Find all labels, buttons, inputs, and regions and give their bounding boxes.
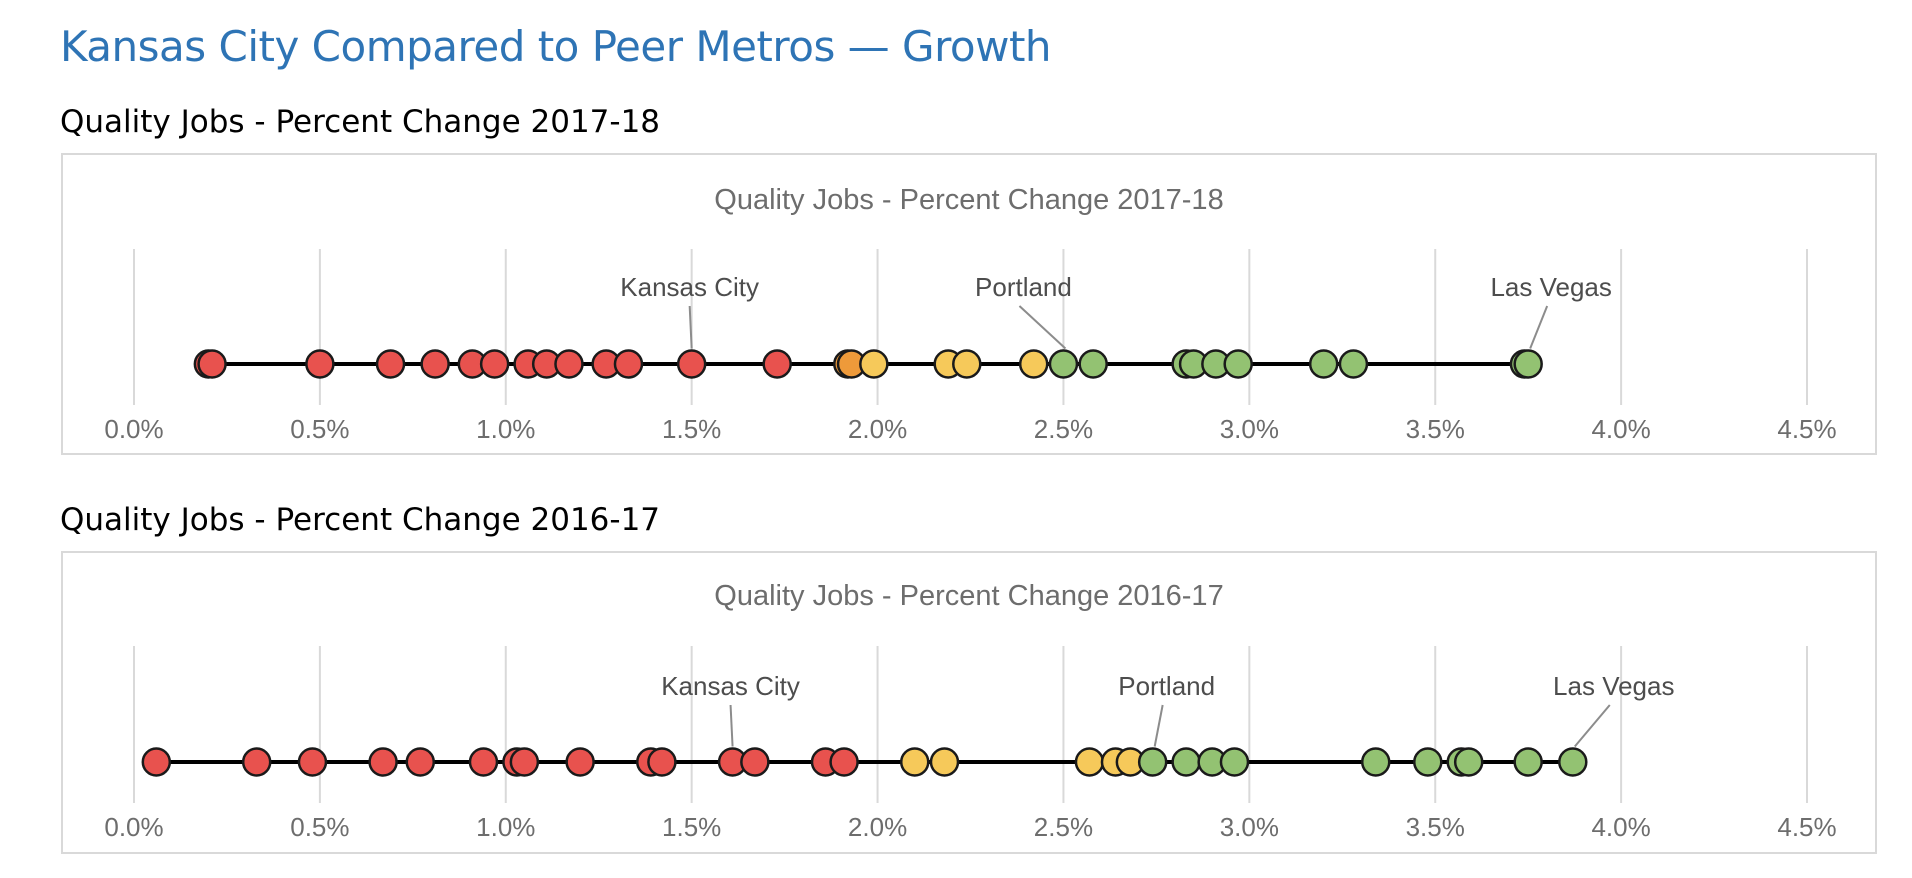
data-point — [141, 747, 172, 777]
data-point — [405, 747, 436, 777]
data-point — [1223, 349, 1253, 379]
data-point — [197, 349, 227, 379]
x-tick-label: 4.5% — [1777, 414, 1836, 444]
chart-2016-17-plot: Quality Jobs - Percent Change 2016-17 0.0… — [104, 580, 1836, 842]
data-point — [1171, 747, 1201, 777]
data-point — [1078, 349, 1108, 379]
x-tick-label: 1.5% — [662, 414, 721, 444]
x-tick-label: 1.5% — [662, 812, 721, 842]
data-point — [565, 747, 595, 777]
chart-title: Quality Jobs - Percent Change 2016-17 — [714, 580, 1223, 612]
data-point — [554, 349, 584, 379]
x-tick-label: 1.0% — [476, 414, 535, 444]
data-point — [1360, 747, 1391, 777]
x-tick-label: 2.0% — [848, 812, 907, 842]
data-point — [829, 747, 859, 777]
data-point — [899, 747, 930, 777]
chart-heading-2016-17: Quality Jobs - Percent Change 2016-17 — [60, 502, 661, 538]
data-point — [647, 747, 677, 777]
x-tick-label: 2.0% — [848, 414, 907, 444]
chart-2017-18: Quality Jobs - Percent Change 2017-18 0.0… — [61, 153, 1877, 455]
data-point — [1453, 747, 1484, 777]
x-tick-label: 0.5% — [290, 812, 349, 842]
x-tick-label: 4.5% — [1777, 812, 1836, 842]
chart-2017-18-plot: Quality Jobs - Percent Change 2017-18 0.0… — [104, 184, 1836, 444]
data-point — [375, 349, 406, 379]
data-point — [1137, 747, 1168, 777]
data-point — [1513, 747, 1543, 777]
x-tick-label: 4.0% — [1591, 812, 1650, 842]
x-tick-label: 2.5% — [1034, 812, 1093, 842]
data-point — [952, 349, 982, 379]
data-point — [1219, 747, 1250, 777]
data-point — [1513, 349, 1543, 379]
chart-title: Quality Jobs - Percent Change 2017-18 — [714, 184, 1223, 216]
data-point — [740, 747, 770, 777]
x-tick-label: 3.0% — [1220, 812, 1279, 842]
callout-label: Portland — [1118, 671, 1215, 701]
data-point — [1558, 747, 1588, 777]
callout-label: Kansas City — [620, 272, 759, 302]
x-tick-label: 3.5% — [1406, 414, 1465, 444]
data-point — [305, 349, 335, 379]
callout-label: Las Vegas — [1490, 272, 1611, 302]
callout-leader — [1153, 704, 1164, 747]
x-tick-label: 4.0% — [1591, 414, 1650, 444]
data-point — [420, 349, 450, 379]
data-point — [1018, 349, 1049, 379]
x-tick-label: 2.5% — [1034, 414, 1093, 444]
chart-2016-17: Quality Jobs - Percent Change 2016-17 0.0… — [61, 551, 1877, 854]
callout-leader — [1529, 305, 1549, 349]
chart-heading-2017-18: Quality Jobs - Percent Change 2017-18 — [60, 104, 661, 140]
callout-leader — [688, 305, 693, 349]
data-point — [479, 349, 510, 379]
data-point — [929, 747, 960, 777]
data-point — [368, 747, 398, 777]
data-point — [1338, 349, 1369, 379]
data-point — [762, 349, 792, 379]
data-point — [1048, 349, 1079, 379]
data-point — [1308, 349, 1339, 379]
x-tick-label: 0.5% — [290, 414, 349, 444]
callout-label: Portland — [975, 272, 1072, 302]
data-point — [297, 747, 328, 777]
data-point — [676, 349, 707, 379]
callout-leader — [1574, 704, 1611, 748]
data-point — [859, 349, 889, 379]
data-point — [509, 747, 540, 777]
callout-label: Kansas City — [661, 671, 800, 701]
x-tick-label: 3.0% — [1220, 414, 1279, 444]
x-tick-label: 0.0% — [104, 414, 163, 444]
x-tick-label: 3.5% — [1406, 812, 1465, 842]
callout-leader — [729, 704, 734, 747]
data-point — [1074, 747, 1105, 777]
data-point — [468, 747, 499, 777]
callout-label: Las Vegas — [1553, 671, 1674, 701]
data-point — [613, 349, 644, 379]
data-point — [241, 747, 272, 777]
x-tick-label: 1.0% — [476, 812, 535, 842]
page-title: Kansas City Compared to Peer Metros — Gr… — [60, 22, 1052, 71]
data-point — [1413, 747, 1443, 777]
x-tick-label: 0.0% — [104, 812, 163, 842]
callout-leader — [1018, 305, 1067, 350]
